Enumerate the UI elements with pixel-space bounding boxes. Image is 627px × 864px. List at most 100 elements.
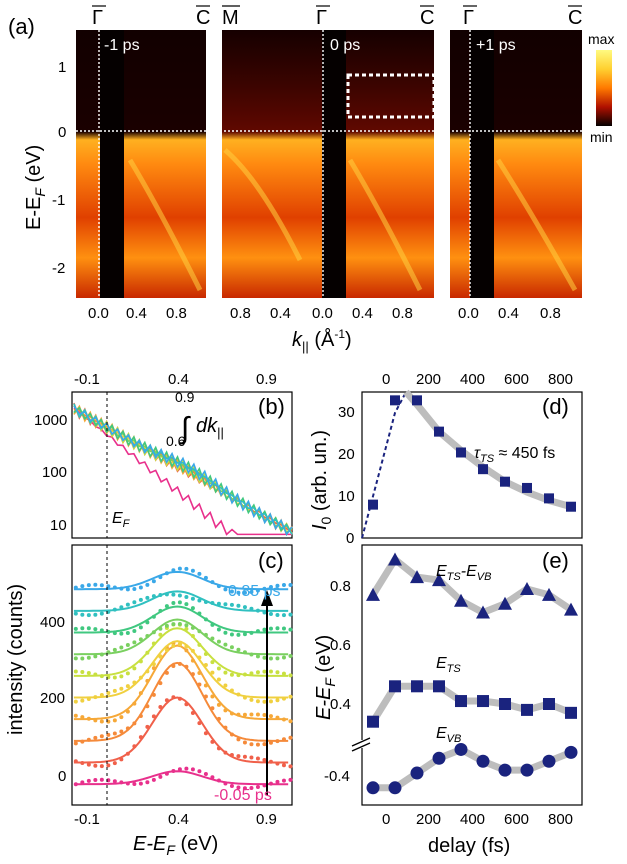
arpes-image-neg1ps [76,30,206,298]
c-data-point [255,784,260,789]
c-data-point [171,568,176,573]
c-data-point [119,674,124,679]
c-data-point [190,625,195,630]
c-data-point [197,571,202,576]
e-evb-line [373,745,573,792]
c-data-point [80,669,85,674]
c-data-point [119,729,124,734]
c-data-point [236,603,241,608]
d-rise-fit [361,391,407,539]
e-circle-point [476,754,490,768]
c-data-point [184,594,189,599]
c-data-point [190,633,195,638]
e-xlabel: delay (fs) [428,835,510,857]
c-data-point [80,760,85,765]
c-data-point [164,648,169,653]
c-data-point [262,586,267,591]
c-data-point [216,627,221,632]
c-data-point [275,715,280,720]
c-data-point [145,669,150,674]
c-data-point [125,751,130,756]
c-data-point [249,742,254,747]
c-data-point [210,660,215,665]
c-data-point [262,757,267,762]
d-point [522,482,532,493]
c-data-point [255,670,260,675]
c-data-point [236,737,241,742]
c-data-point [268,656,273,661]
e-triangle-point [476,605,490,619]
a-ytick-0: 0 [58,124,66,141]
e-ets-line [370,682,573,724]
c-data-point [93,612,98,617]
c-data-point [99,611,104,616]
panel-e-label: (e) [542,548,569,573]
c-data-point [184,623,189,628]
c-data-point [164,604,169,609]
e-triangle-point [432,573,446,587]
c-data-point [86,737,91,742]
c-data-point [86,716,91,721]
c-data-point [93,763,98,768]
c-data-point [164,571,169,576]
integral-sign: ∫ [179,412,191,445]
c-data-point [125,587,130,592]
c-data-point [80,656,85,661]
c-data-point [138,585,143,590]
e-label-vb: EVB [436,725,461,745]
d-point [566,501,576,512]
d-ytick-30: 30 [338,404,355,421]
d-ytick-10: 10 [338,488,355,505]
c-ytick-200: 200 [40,690,65,707]
c-data-point [262,699,267,704]
c-data-point [203,599,208,604]
c-data-point [119,686,124,691]
c-data-point [73,699,78,704]
c-data-point [132,744,137,749]
c-data-point [184,664,189,669]
c-data-point [112,718,117,723]
b-frame [71,391,293,539]
c-data-point [138,735,143,740]
c-data-point [151,579,156,584]
panel-a: (a) -1 ps 0 ps +1 ps Γ C M [8,5,614,354]
c-fit-curve [73,770,289,786]
d-point [478,464,488,475]
c-data-point [93,627,98,632]
a2-xtick-4: 0.8 [392,305,413,322]
c-data-point [288,735,293,740]
c-data-point [288,582,293,587]
c-data-point [132,587,137,592]
c-data-point [151,662,156,667]
c-data-point [86,613,91,618]
e-triangle-point [520,581,534,595]
c-data-point [145,650,150,655]
e-circle-point [388,781,402,795]
c-data-point [151,594,156,599]
c-data-point [281,613,286,618]
gamma-label-2: Γ [316,7,327,29]
c-data-point [216,702,221,707]
c-data-point [223,602,228,607]
c-data-point [262,655,267,660]
c-data-point [236,754,241,759]
integration-box [346,73,436,119]
c-data-point [171,601,176,606]
c-data-point [145,582,150,587]
c-data-point [151,666,156,671]
c-data-point [275,626,280,631]
a3-xtick-1: 0.4 [498,305,519,322]
c-data-point [281,737,286,742]
c-data-point [99,764,104,769]
b-int-d: dk|| [196,415,224,440]
c-data-point [119,586,124,591]
d-toptick-1: 200 [416,371,441,388]
c-data-point [86,697,91,702]
d-point [544,493,554,504]
e-circle-point [454,742,468,756]
c-data-point [203,617,208,622]
c-data-point [145,724,150,729]
c-label-2: C [420,7,434,29]
b-ef-label: EF [112,510,131,530]
c-data-point [112,675,117,680]
